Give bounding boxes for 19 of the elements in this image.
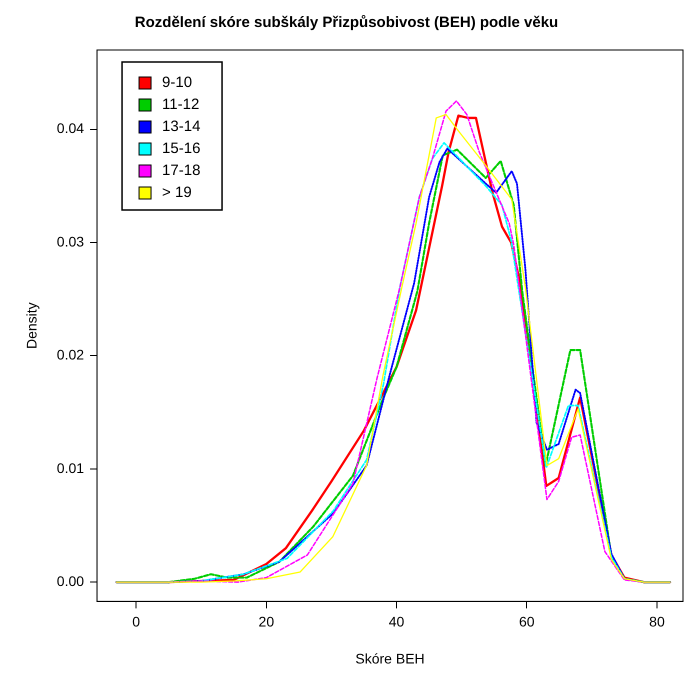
x-tick-label: 80: [649, 614, 665, 630]
x-axis-title: Skóre BEH: [355, 650, 425, 666]
x-tick-label: 0: [132, 614, 140, 630]
y-tick-label: 0.00: [56, 573, 84, 590]
y-tick-label: 0.02: [56, 346, 84, 363]
legend-label: 17-18: [162, 162, 200, 180]
y-tick-label: 0.01: [56, 460, 84, 476]
legend-label: > 19: [162, 184, 192, 202]
legend-label: 11-12: [162, 96, 200, 114]
y-tick-label: 0.04: [56, 120, 84, 136]
y-tick-label: 0.03: [56, 233, 84, 250]
legend-label: 13-14: [162, 118, 200, 136]
legend-label: 15-16: [162, 140, 200, 158]
x-tick-label: 60: [518, 614, 535, 630]
legend-label: 9-10: [162, 74, 192, 92]
x-tick-label: 40: [388, 614, 405, 630]
x-tick-label: 20: [258, 614, 274, 630]
chart-title: Rozdělení skóre subškály Přizpůsobivost (BEH) podle věku: [134, 14, 558, 32]
y-axis-title: Density: [23, 302, 40, 350]
